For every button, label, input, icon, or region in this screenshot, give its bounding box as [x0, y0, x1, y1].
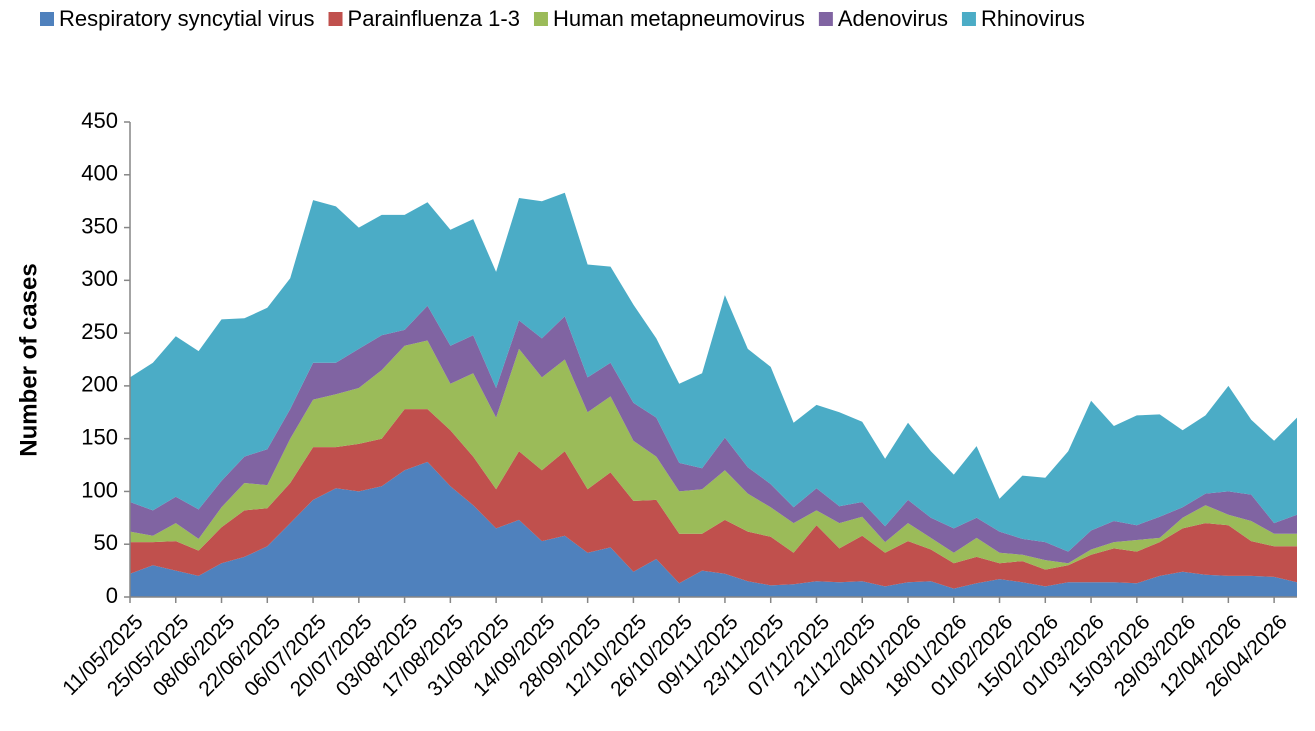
area [130, 192, 1297, 552]
legend-swatch [961, 12, 976, 26]
y-axis-title: Number of cases [15, 263, 42, 456]
legend-label: Adenovirus [838, 6, 948, 31]
legend-swatch [328, 12, 343, 26]
y-tick-label: 0 [106, 583, 118, 608]
y-tick-label: 300 [81, 266, 118, 291]
legend-swatch [818, 12, 833, 26]
area [130, 409, 1297, 589]
y-tick-label: 350 [81, 213, 118, 238]
legend-label: Parainfluenza 1-3 [348, 6, 520, 31]
area [130, 340, 1297, 570]
y-tick-label: 400 [81, 161, 118, 186]
y-tick-label: 100 [81, 477, 118, 502]
y-tick-label: 250 [81, 319, 118, 344]
area [130, 461, 1297, 597]
legend-swatch [533, 12, 548, 26]
legend-swatch [40, 12, 54, 26]
legend-label: Respiratory syncytial virus [59, 6, 315, 31]
y-tick-label: 150 [81, 424, 118, 449]
y-tick-label: 200 [81, 372, 118, 397]
legend-label: Rhinovirus [981, 6, 1085, 31]
y-tick-label: 50 [94, 530, 118, 555]
legend-label: Human metapneumovirus [553, 6, 805, 31]
y-tick-label: 450 [81, 108, 118, 133]
